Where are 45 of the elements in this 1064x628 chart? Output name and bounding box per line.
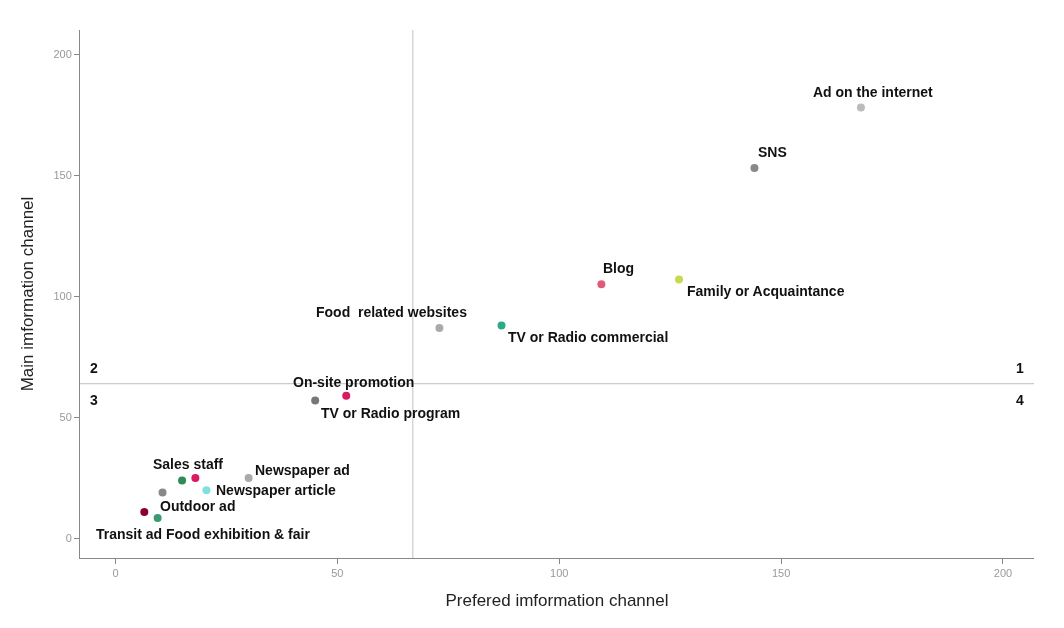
annotation: Newspaper ad [255,462,350,478]
annotation: 2 [90,360,98,376]
point [140,507,149,516]
annotation: 3 [90,392,98,408]
annotation: Outdoor ad [160,498,236,514]
y-tick-label: 200 [53,48,72,61]
point [497,321,506,330]
annotation: 4 [1016,392,1024,408]
x-tick-label: 100 [550,567,569,580]
annotation: 1 [1016,360,1024,376]
annotation: Ad on the internet [813,84,934,100]
annotation: Sales staff [153,456,224,472]
point [750,164,759,173]
x-tick-label: 0 [112,567,119,580]
annotation: Family or Acquaintance [687,283,845,299]
point [675,275,684,284]
point [191,474,200,483]
annotation: TV or Radio program [321,405,461,421]
annotation: Blog [603,260,635,276]
y-axis-title: Main imformation channel [17,196,37,392]
annotation: On-site promotion [293,374,415,390]
point [178,476,187,485]
point [597,280,606,289]
x-tick-label: 200 [993,567,1013,580]
annotation: SNS [758,144,787,160]
point [856,103,865,112]
annotation: Food exhibition & fair [166,526,311,542]
y-tick-label: 0 [65,532,72,545]
point [202,486,211,495]
annotation: TV or Radio commercial [508,329,669,345]
point [153,514,162,523]
point [158,488,167,497]
annotation: Newspaper article [216,482,337,498]
y-tick-label: 50 [59,411,72,424]
annotation: Food related websites [316,304,468,320]
annotation: Transit ad [96,526,163,542]
y-tick-label: 100 [53,290,72,303]
point [311,396,320,405]
x-tick-label: 150 [771,567,791,580]
x-tick-label: 50 [331,567,344,580]
point [435,323,444,332]
point [342,391,351,400]
y-tick-label: 150 [53,169,72,182]
point [244,474,253,483]
x-axis-title: Prefered imformation channel [445,590,669,610]
